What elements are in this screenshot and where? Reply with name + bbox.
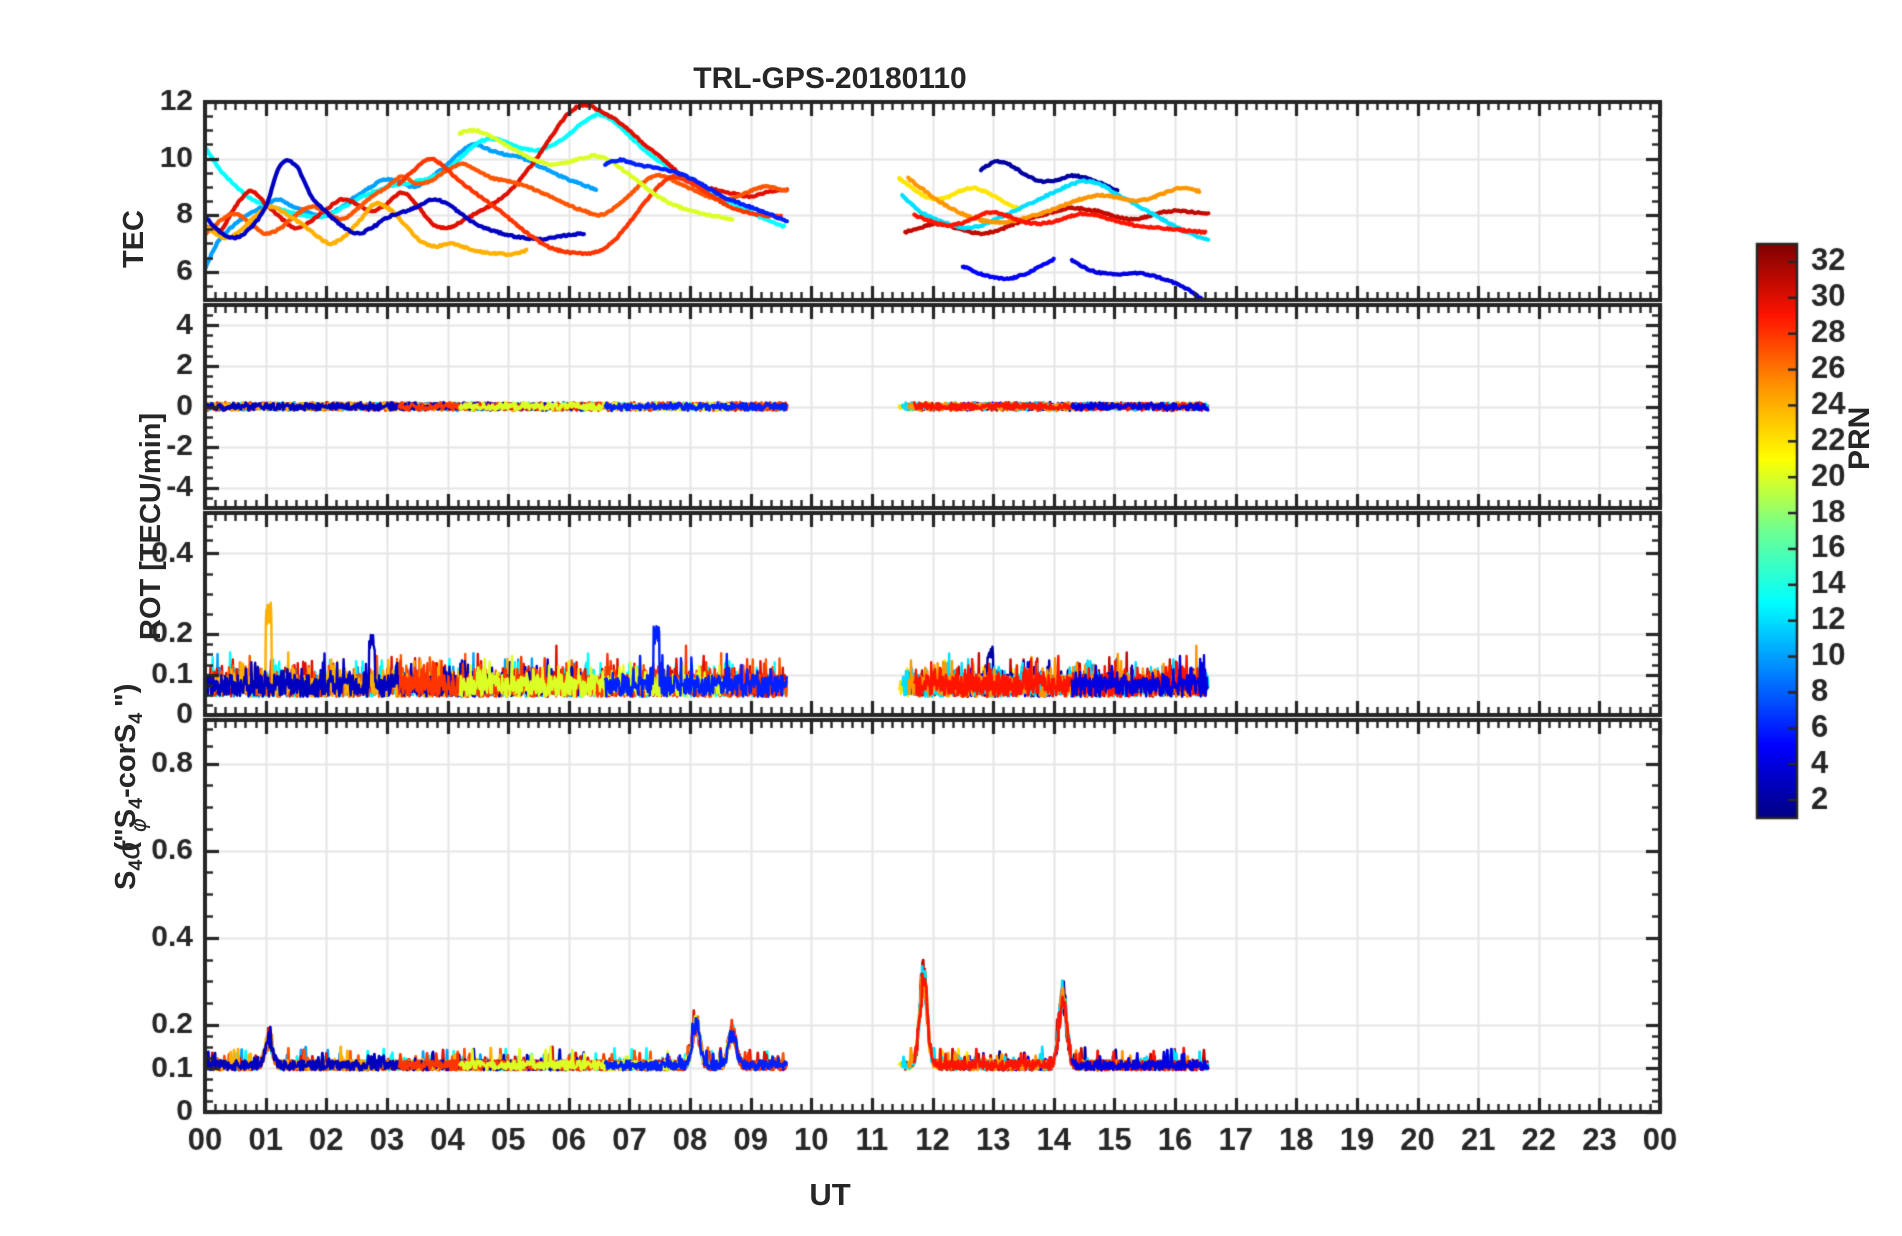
figure-container: TRL-GPS-20180110 TEC ROT [TECU/min] S4 (… — [0, 0, 1902, 1236]
multi-panel-plot-canvas — [0, 0, 1902, 1236]
